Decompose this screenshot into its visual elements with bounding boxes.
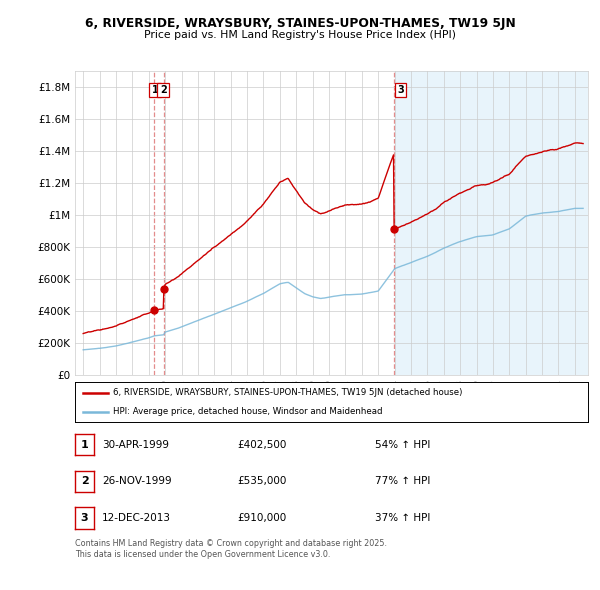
Text: 77% ↑ HPI: 77% ↑ HPI (375, 477, 430, 486)
Text: 6, RIVERSIDE, WRAYSBURY, STAINES-UPON-THAMES, TW19 5JN: 6, RIVERSIDE, WRAYSBURY, STAINES-UPON-TH… (85, 17, 515, 30)
Text: 12-DEC-2013: 12-DEC-2013 (102, 513, 171, 523)
Text: Price paid vs. HM Land Registry's House Price Index (HPI): Price paid vs. HM Land Registry's House … (144, 30, 456, 40)
Text: £402,500: £402,500 (237, 440, 286, 450)
Text: 2: 2 (160, 85, 167, 95)
Text: 26-NOV-1999: 26-NOV-1999 (102, 477, 172, 486)
Text: 1: 1 (81, 440, 88, 450)
Text: 37% ↑ HPI: 37% ↑ HPI (375, 513, 430, 523)
Text: 30-APR-1999: 30-APR-1999 (102, 440, 169, 450)
Text: HPI: Average price, detached house, Windsor and Maidenhead: HPI: Average price, detached house, Wind… (113, 407, 383, 417)
Text: 6, RIVERSIDE, WRAYSBURY, STAINES-UPON-THAMES, TW19 5JN (detached house): 6, RIVERSIDE, WRAYSBURY, STAINES-UPON-TH… (113, 388, 463, 398)
Text: 3: 3 (81, 513, 88, 523)
Text: £910,000: £910,000 (237, 513, 286, 523)
Text: Contains HM Land Registry data © Crown copyright and database right 2025.
This d: Contains HM Land Registry data © Crown c… (75, 539, 387, 559)
Bar (395, 71, 588, 375)
Text: £535,000: £535,000 (237, 477, 286, 486)
Text: 2: 2 (81, 477, 88, 486)
Text: 3: 3 (397, 85, 404, 95)
Text: 54% ↑ HPI: 54% ↑ HPI (375, 440, 430, 450)
Text: 1: 1 (152, 85, 158, 95)
